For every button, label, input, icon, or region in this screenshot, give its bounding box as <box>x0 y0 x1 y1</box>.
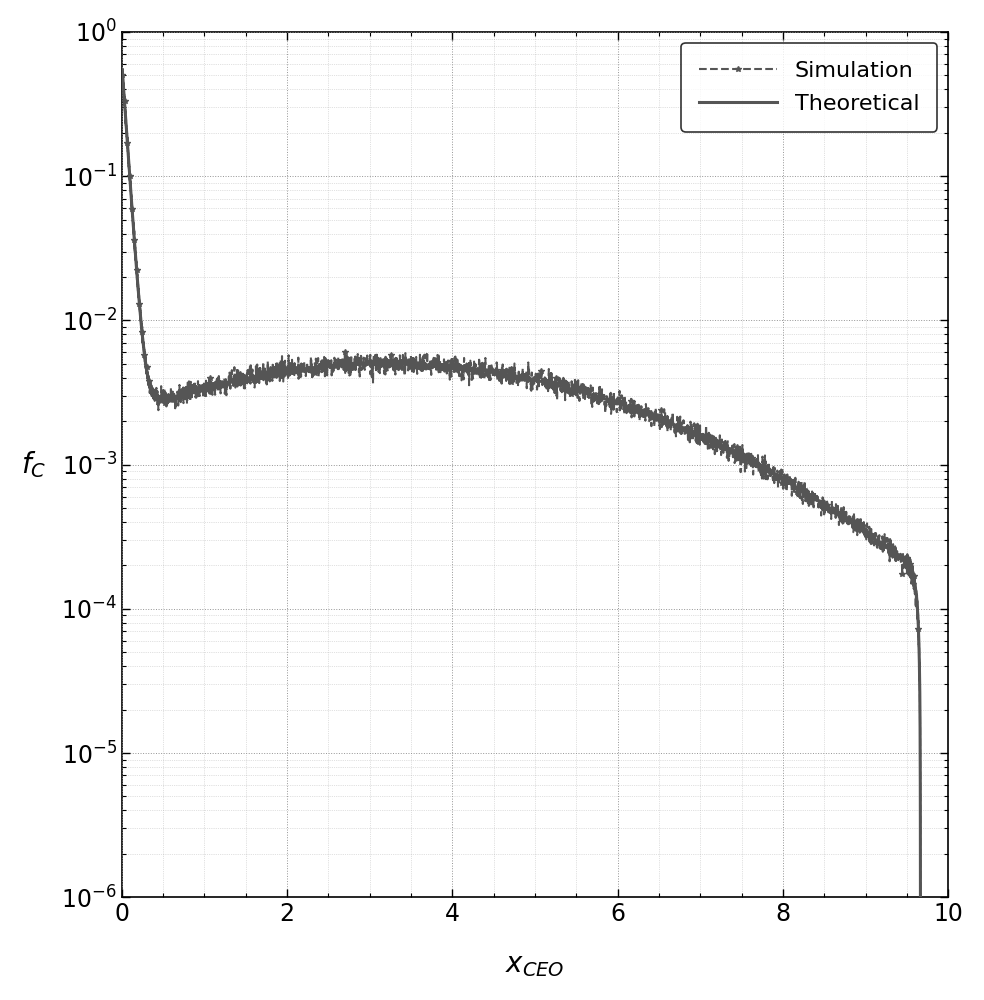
X-axis label: $x_{CEO}$: $x_{CEO}$ <box>505 951 565 979</box>
Theoretical <box>131 266 143 278</box>
Y-axis label: $f_C$: $f_C$ <box>21 449 46 480</box>
Theoretical <box>127 217 139 229</box>
Simulation <box>116 69 128 81</box>
Theoretical <box>116 64 128 76</box>
Theoretical <box>252 370 264 382</box>
Simulation <box>914 967 926 979</box>
Simulation <box>242 367 254 379</box>
Theoretical <box>943 967 954 979</box>
Simulation <box>252 363 264 375</box>
Simulation <box>117 63 129 75</box>
Legend: Simulation, Theoretical: Simulation, Theoretical <box>681 43 937 132</box>
Theoretical <box>914 967 926 979</box>
Simulation <box>943 967 954 979</box>
Line: Theoretical: Theoretical <box>122 70 949 973</box>
Simulation <box>127 216 139 228</box>
Simulation <box>131 264 143 276</box>
Theoretical <box>242 372 254 384</box>
Theoretical <box>563 382 575 394</box>
Theoretical <box>943 967 954 979</box>
Line: Simulation: Simulation <box>119 67 951 975</box>
Simulation <box>563 375 575 387</box>
Simulation <box>943 967 954 979</box>
